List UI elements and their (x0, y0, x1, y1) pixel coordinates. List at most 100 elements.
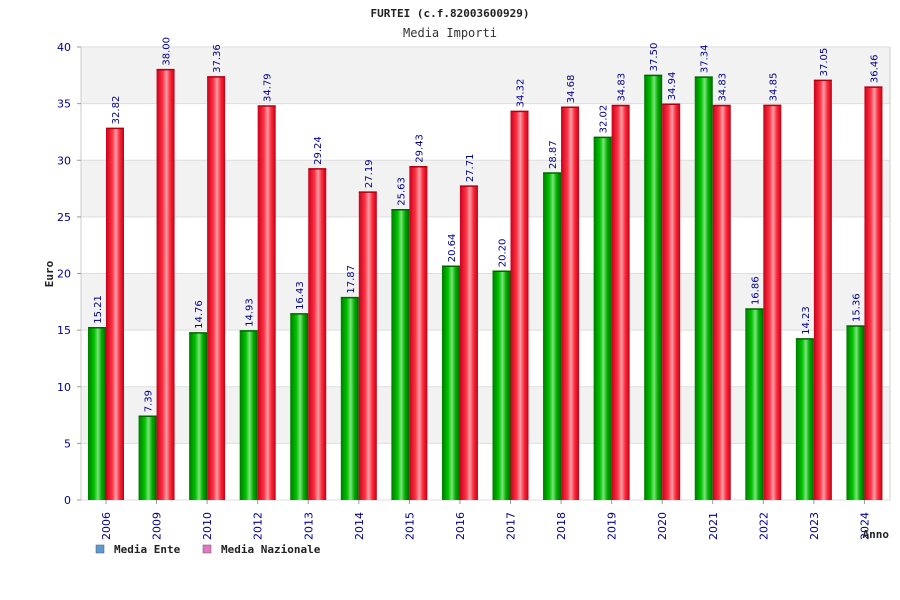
bar-media-ente-2017 (492, 271, 511, 500)
legend-swatch-media-nazionale (202, 544, 212, 554)
x-tick-label-2012: 2012 (252, 512, 265, 540)
bar-media-ente-2009 (138, 416, 157, 500)
bar-media-nazionale-2020 (662, 104, 681, 500)
data-label-media-nazionale-2015: 29.43 (414, 134, 425, 163)
bar-media-nazionale-2012 (257, 106, 276, 501)
data-label-media-nazionale-2006: 32.82 (111, 96, 122, 125)
data-label-media-nazionale-2014: 27.19 (364, 159, 375, 188)
y-tick-label: 0 (64, 494, 71, 507)
y-tick-label: 35 (57, 98, 71, 111)
x-axis-title: Anno (863, 528, 890, 541)
data-label-media-nazionale-2023: 37.05 (819, 48, 830, 77)
legend-swatch-media-ente (95, 544, 105, 554)
bar-media-nazionale-2019 (611, 105, 630, 501)
x-tick-label-2010: 2010 (201, 512, 214, 540)
y-tick-label: 15 (57, 324, 71, 337)
bar-media-nazionale-2018 (561, 107, 580, 501)
data-label-media-nazionale-2012: 34.79 (263, 73, 274, 102)
data-label-media-ente-2014: 17.87 (346, 265, 357, 294)
x-tick-label-2023: 2023 (808, 512, 821, 540)
bar-media-nazionale-2023 (813, 80, 832, 500)
x-tick-label-2022: 2022 (757, 512, 770, 540)
data-label-media-nazionale-2017: 34.32 (516, 79, 527, 108)
legend-label-media-nazionale: Media Nazionale (221, 543, 321, 556)
bar-media-ente-2024 (846, 326, 865, 500)
data-label-media-ente-2018: 28.87 (548, 140, 559, 169)
bar-media-nazionale-2010 (207, 76, 226, 500)
data-label-media-ente-2017: 20.20 (498, 239, 509, 268)
bar-media-ente-2010 (189, 332, 208, 500)
legend: Media Ente Media Nazionale (95, 543, 321, 556)
chart-subtitle: Media Importi (403, 26, 497, 40)
data-label-media-ente-2010: 14.76 (194, 300, 205, 329)
x-tick-label-2014: 2014 (353, 512, 366, 540)
bar-media-ente-2006 (88, 327, 106, 500)
data-label-media-ente-2022: 16.86 (750, 276, 761, 305)
x-tick-label-2013: 2013 (302, 512, 315, 540)
data-label-media-ente-2024: 15.36 (851, 293, 862, 322)
data-label-media-nazionale-2010: 37.36 (212, 44, 223, 73)
y-tick-label: 20 (57, 268, 71, 281)
chart-title: FURTEI (c.f.82003600929) (371, 7, 530, 20)
data-label-media-nazionale-2009: 38.00 (162, 37, 173, 66)
bar-media-ente-2016 (441, 266, 460, 500)
x-axis-ticks: 2006 2009 2010 2012 2013 2014 2015 2016 2017 2018… (100, 500, 871, 540)
data-label-media-ente-2020: 37.50 (649, 43, 660, 72)
bar-media-nazionale-2021 (712, 105, 731, 501)
bar-media-ente-2020 (644, 75, 663, 500)
y-tick-label: 30 (57, 154, 71, 167)
y-axis-title: Euro (43, 260, 56, 287)
bar-media-ente-2014 (340, 297, 359, 500)
bar-media-nazionale-2014 (358, 192, 377, 501)
bar-media-ente-2023 (795, 338, 814, 500)
data-label-media-nazionale-2013: 29.24 (313, 136, 324, 165)
y-axis-ticks: 0 5 10 15 20 25 30 35 40 (57, 41, 81, 507)
x-tick-label-2016: 2016 (454, 512, 467, 540)
data-label-media-ente-2019: 32.02 (599, 105, 610, 134)
y-tick-label: 40 (57, 41, 71, 54)
y-tick-label: 25 (57, 211, 71, 224)
data-label-media-nazionale-2024: 36.46 (869, 54, 880, 83)
bar-media-nazionale-2024 (864, 87, 883, 500)
bar-media-ente-2022 (745, 309, 764, 500)
bar-media-ente-2021 (694, 77, 713, 500)
x-tick-label-2018: 2018 (555, 512, 568, 540)
bar-media-ente-2013 (290, 313, 309, 500)
x-tick-label-2021: 2021 (707, 512, 720, 540)
y-tick-label: 5 (64, 437, 71, 450)
x-tick-label-2024: 2024 (858, 512, 871, 540)
bar-media-ente-2018 (543, 173, 562, 501)
data-label-media-ente-2021: 37.34 (700, 44, 711, 73)
data-label-media-ente-2012: 14.93 (245, 298, 256, 327)
y-tick-label: 10 (57, 381, 71, 394)
bar-media-nazionale-2013 (308, 168, 327, 500)
x-tick-label-2019: 2019 (606, 512, 619, 540)
x-tick-label-2017: 2017 (505, 512, 518, 540)
x-tick-label-2015: 2015 (403, 512, 416, 540)
data-labels: 15.21 32.82 7.39 38.00 14.76 37.36 14.93 34.79 1… (93, 37, 880, 412)
data-label-media-nazionale-2020: 34.94 (667, 72, 678, 101)
data-label-media-nazionale-2018: 34.68 (566, 75, 577, 104)
x-tick-label-2006: 2006 (100, 512, 113, 540)
data-label-media-ente-2023: 14.23 (801, 306, 812, 335)
data-label-media-nazionale-2022: 34.85 (768, 73, 779, 102)
legend-label-media-ente: Media Ente (114, 543, 181, 556)
data-label-media-ente-2015: 25.63 (396, 177, 407, 206)
bar-media-nazionale-2017 (510, 111, 529, 501)
data-label-media-ente-2006: 15.21 (93, 295, 104, 324)
x-tick-label-2020: 2020 (656, 512, 669, 540)
x-tick-label-2009: 2009 (151, 512, 164, 540)
bar-media-ente-2012 (239, 330, 258, 500)
bar-media-ente-2019 (593, 137, 612, 500)
data-label-media-nazionale-2019: 34.83 (617, 73, 628, 102)
bar-media-nazionale-2006 (106, 128, 124, 500)
data-label-media-nazionale-2021: 34.83 (718, 73, 729, 102)
bar-media-nazionale-2022 (763, 105, 782, 500)
data-label-media-nazionale-2016: 27.71 (465, 154, 476, 183)
bar-media-nazionale-2009 (156, 69, 175, 501)
bar-media-nazionale-2016 (459, 186, 478, 500)
data-label-media-ente-2016: 20.64 (447, 234, 458, 263)
data-label-media-ente-2013: 16.43 (295, 281, 306, 310)
data-label-media-ente-2009: 7.39 (144, 390, 155, 412)
